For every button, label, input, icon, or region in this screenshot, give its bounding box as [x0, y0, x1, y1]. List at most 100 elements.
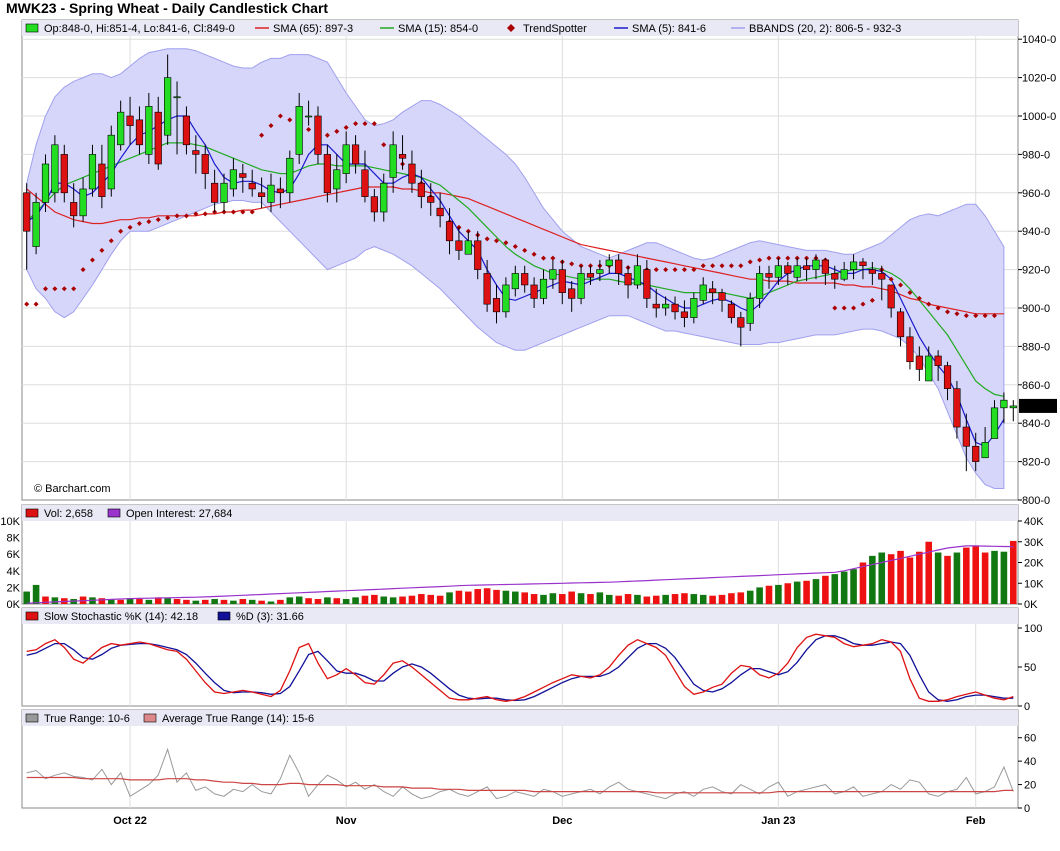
volume-bar [699, 594, 707, 604]
volume-bar [916, 551, 923, 604]
candle-body [737, 317, 745, 328]
volume-bar [117, 599, 124, 604]
gray-box-icon [25, 713, 39, 723]
trendspotter-marker [155, 217, 161, 223]
volume-bar [136, 599, 143, 604]
volume-bar [380, 596, 388, 604]
candle-body [539, 278, 548, 299]
trendspotter-marker [888, 276, 894, 282]
x-tick-label: Nov [336, 815, 358, 827]
y-tick-label: 0 [1024, 701, 1030, 713]
volume-bar [793, 581, 801, 604]
candle-body [990, 407, 999, 439]
candle-body [558, 269, 566, 293]
y-tick-label: 920-0 [1022, 265, 1050, 277]
candle-body [267, 184, 275, 203]
y-tick-label-right: 20K [1024, 558, 1044, 570]
trendspotter-marker [728, 263, 734, 269]
volume-bar [352, 597, 359, 604]
trendspotter-marker [89, 257, 95, 263]
candle-body [483, 273, 491, 305]
volume-bar [981, 552, 989, 604]
candle-body [709, 288, 717, 293]
trendspotter-marker [127, 224, 133, 230]
candle-body [492, 298, 501, 313]
trendspotter-marker [334, 128, 340, 134]
candle-body [624, 273, 632, 286]
trendspotter-marker [324, 132, 330, 138]
candle-body [361, 169, 369, 197]
trendspotter-marker [165, 215, 171, 221]
candle-body [145, 106, 153, 155]
candle-body [380, 182, 388, 213]
trendspotter-marker [672, 267, 678, 273]
candle-body [680, 311, 689, 318]
trendspotter-marker [757, 257, 763, 263]
trendspotter-marker [569, 261, 575, 267]
trendspotter-marker [907, 290, 913, 296]
volume-bar [389, 597, 397, 604]
trendspotter-marker [963, 313, 969, 319]
trendspotter-marker [277, 113, 283, 119]
trendspotter-marker [268, 123, 274, 129]
candle-body [896, 311, 905, 338]
candle-body [802, 265, 811, 270]
volume-bar [709, 595, 716, 604]
candle-body [859, 261, 867, 267]
trendspotter-marker [982, 313, 988, 319]
volume-bar [681, 593, 688, 604]
candle-body [662, 303, 670, 309]
trendspotter-marker [193, 211, 199, 217]
candle-body [765, 273, 773, 278]
volume-bar [436, 595, 444, 604]
volume-bar [483, 588, 491, 604]
candle-body [972, 445, 980, 462]
trendspotter-marker [512, 244, 518, 250]
volume-bar [173, 599, 181, 604]
volume-bar [596, 592, 604, 604]
candle-body [342, 144, 350, 174]
volume-bar [512, 591, 519, 604]
volume-bar [314, 599, 322, 604]
x-tick-label: Dec [552, 815, 572, 827]
open-interest-line [26, 545, 1014, 604]
candle-body [70, 202, 78, 217]
candle-body [577, 273, 585, 299]
candle-body [239, 173, 247, 178]
volume-bar [455, 590, 463, 604]
purple-box-icon [107, 508, 121, 518]
candle-body [878, 273, 886, 280]
volume-bar [267, 601, 275, 604]
volume-bar [925, 541, 933, 604]
volume-bar [878, 552, 886, 604]
volume-bar [427, 594, 435, 604]
true-range-line [26, 747, 1014, 800]
candle-body [295, 106, 303, 155]
volume-bar [126, 598, 134, 604]
trendspotter-marker [136, 221, 142, 227]
candle-body [915, 355, 923, 370]
candle-body [60, 154, 68, 194]
y-tick-label: 0 [1024, 803, 1030, 815]
legend-label: Vol: 2,658 [44, 508, 93, 520]
legend-label: TrendSpotter [523, 23, 587, 35]
candle-body [812, 259, 820, 270]
trendspotter-marker [202, 211, 208, 217]
volume-bar [934, 552, 942, 604]
candle-body [549, 269, 557, 280]
trendspotter-marker [353, 121, 359, 127]
trendspotter-marker [183, 213, 189, 219]
candle-body [511, 273, 519, 290]
y-tick-label: 880-0 [1022, 341, 1050, 353]
candle-body [41, 163, 50, 203]
volume-bar [540, 594, 547, 604]
candle-body [568, 288, 576, 299]
volume-bar [145, 599, 153, 604]
candle-body [51, 144, 59, 194]
volume-bar [446, 592, 453, 604]
candle-body [671, 303, 679, 313]
candle-body [699, 284, 707, 301]
trendspotter-marker [80, 267, 86, 273]
trendspotter-marker [954, 311, 960, 317]
trendspotter-marker [973, 313, 979, 319]
